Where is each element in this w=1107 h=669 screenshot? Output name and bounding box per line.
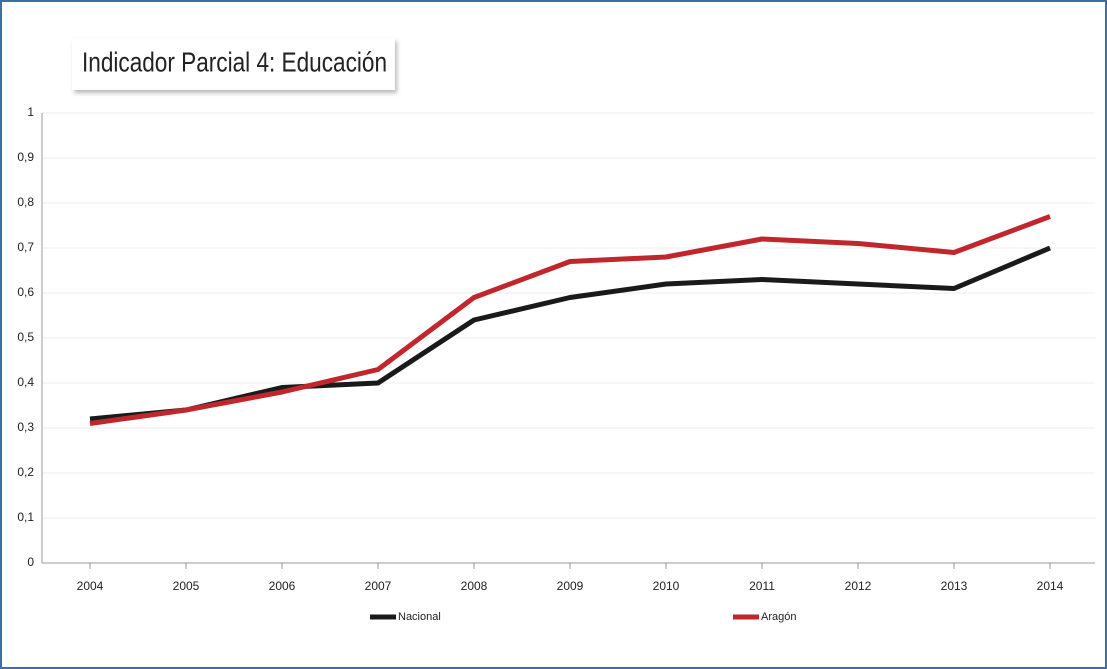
chart-title: Indicador Parcial 4: Educación — [82, 46, 387, 77]
x-tick-label: 2005 — [173, 579, 200, 593]
y-tick-label: 0,5 — [17, 330, 34, 344]
y-tick-label: 0,2 — [17, 465, 34, 479]
series-line — [89, 245, 1051, 422]
x-tick-label: 2010 — [653, 579, 680, 593]
x-tick-label: 2014 — [1037, 579, 1064, 593]
x-tick-label: 2013 — [941, 579, 968, 593]
y-tick-label: 0,7 — [17, 240, 34, 254]
x-tick-label: 2008 — [461, 579, 488, 593]
y-tick-label: 0,9 — [17, 150, 34, 164]
series-line — [89, 214, 1051, 426]
title-box — [72, 38, 395, 90]
y-tick-label: 1 — [27, 105, 34, 119]
x-tick-label: 2012 — [845, 579, 872, 593]
x-tick-label: 2011 — [749, 579, 775, 593]
x-tick-label: 2006 — [269, 579, 296, 593]
x-tick-label: 2009 — [557, 579, 584, 593]
y-tick-label: 0,4 — [17, 375, 34, 389]
legend-label: Nacional — [398, 611, 441, 623]
legend-label: Aragón — [761, 611, 796, 623]
y-tick-label: 0,1 — [17, 510, 34, 524]
y-tick-label: 0,6 — [17, 285, 34, 299]
y-tick-label: 0,3 — [17, 420, 34, 434]
x-tick-label: 2004 — [77, 579, 104, 593]
x-tick-label: 2007 — [365, 579, 392, 593]
y-tick-label: 0,8 — [17, 195, 34, 209]
y-tick-label: 0 — [27, 555, 34, 569]
